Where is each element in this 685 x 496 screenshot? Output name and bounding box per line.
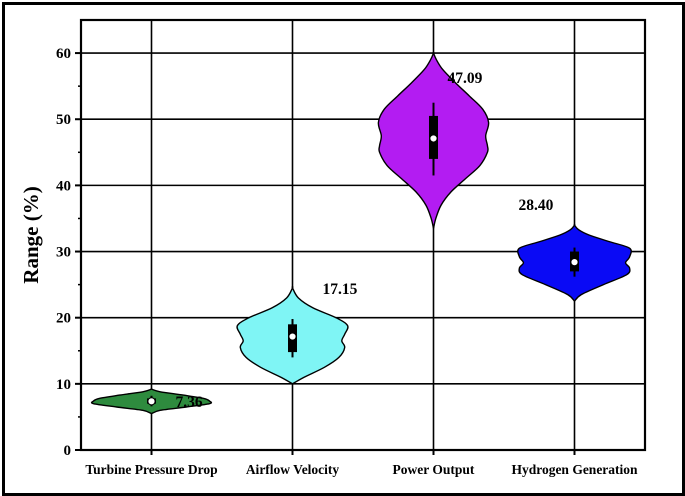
y-tick-label: 10 [56, 377, 71, 393]
plot-border [79, 18, 647, 452]
x-tick-label: Power Output [393, 462, 475, 477]
x-tick-label: Airflow Velocity [246, 462, 340, 477]
x-tick-label: Hydrogen Generation [511, 462, 638, 477]
y-tick-label: 20 [56, 311, 71, 327]
median-marker-power-output [429, 134, 438, 143]
median-marker-hydrogen-generation [570, 258, 579, 267]
data-label-airflow-velocity: 17.15 [323, 281, 358, 298]
median-marker-turbine-pressure-drop [147, 397, 156, 406]
data-label-hydrogen-generation: 28.40 [519, 197, 554, 214]
y-tick-label: 40 [56, 178, 71, 194]
data-label-turbine-pressure-drop: 7.36 [176, 394, 203, 411]
y-tick-label: 0 [64, 443, 72, 459]
median-marker-airflow-velocity [288, 332, 297, 341]
data-label-power-output: 47.09 [448, 70, 483, 87]
x-tick-label: Turbine Pressure Drop [85, 462, 217, 477]
y-tick-label: 30 [56, 245, 71, 261]
y-tick-label: 50 [56, 112, 71, 128]
y-axis-label: Range (%) [19, 186, 43, 283]
y-tick-label: 60 [56, 46, 71, 62]
